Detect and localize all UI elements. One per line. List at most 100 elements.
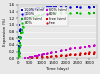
80% [22, 26, 23, 27]
100% [22, 18, 23, 19]
100% (sim) [20, 20, 22, 21]
free [84, 52, 85, 53]
free (sim) [79, 54, 80, 55]
60% (sim) [60, 50, 61, 51]
60% (sim) [84, 46, 85, 47]
100% (sim) [94, 6, 95, 7]
free [46, 56, 47, 57]
100% (sim) [36, 8, 38, 9]
100% (sim) [77, 6, 78, 7]
100% [18, 53, 19, 54]
80% [18, 56, 19, 57]
80% (sim) [20, 37, 21, 38]
free [51, 56, 52, 57]
100% [19, 36, 20, 37]
60% [36, 55, 38, 56]
80% [21, 31, 22, 32]
80% (sim) [19, 47, 20, 48]
80% [32, 17, 33, 18]
100% [27, 12, 28, 13]
80% [79, 12, 80, 13]
100% [46, 7, 47, 8]
100% (sim) [41, 7, 42, 8]
60% [32, 56, 33, 57]
100% (sim) [21, 18, 22, 19]
60% (sim) [74, 48, 76, 49]
80% [19, 44, 20, 45]
100% (sim) [20, 24, 21, 25]
Line: 100%: 100% [17, 5, 91, 54]
80% [25, 22, 26, 23]
60% [51, 51, 52, 52]
60% (sim) [65, 49, 66, 50]
free (sim) [51, 56, 52, 57]
80% (sim) [18, 52, 19, 53]
100% (sim) [18, 57, 19, 58]
100% [41, 8, 42, 9]
100% (sim) [18, 50, 19, 51]
Line: 100% (sim): 100% (sim) [17, 5, 95, 58]
free [56, 55, 57, 56]
60% (sim) [70, 48, 71, 49]
60% [41, 54, 42, 55]
free (sim) [36, 57, 38, 58]
100% (sim) [18, 55, 19, 56]
100% (sim) [46, 7, 47, 8]
60% (sim) [44, 54, 45, 55]
80% (sim) [20, 32, 22, 33]
60% (sim) [27, 57, 28, 58]
free (sim) [84, 54, 85, 55]
80% (sim) [34, 16, 35, 17]
60% [60, 49, 61, 50]
60% (sim) [56, 51, 57, 52]
80% [18, 52, 20, 53]
80% (sim) [18, 57, 19, 58]
80% [51, 13, 52, 14]
100% (sim) [65, 6, 66, 7]
free (sim) [65, 55, 66, 56]
60% (sim) [32, 56, 33, 57]
free [70, 54, 71, 55]
100% (sim) [19, 36, 20, 37]
100% [51, 7, 52, 8]
free [94, 51, 95, 52]
100% (sim) [18, 53, 19, 54]
80% (sim) [41, 14, 42, 15]
Line: 80% (sim): 80% (sim) [17, 11, 95, 59]
100% (sim) [44, 7, 45, 8]
80% [41, 14, 42, 15]
100% (sim) [89, 6, 90, 7]
60% [79, 46, 80, 47]
80% (sim) [18, 50, 20, 51]
100% [89, 6, 90, 7]
free [65, 54, 66, 55]
60% (sim) [94, 45, 95, 46]
60% [94, 44, 95, 45]
100% [18, 46, 20, 47]
80% (sim) [18, 56, 19, 57]
100% [20, 28, 21, 29]
100% (sim) [48, 7, 50, 8]
100% [79, 6, 80, 7]
100% [21, 23, 22, 24]
100% (sim) [19, 30, 20, 31]
100% (sim) [18, 40, 20, 41]
Line: free: free [41, 50, 95, 58]
80% (sim) [56, 13, 57, 14]
free (sim) [70, 55, 71, 56]
free (sim) [56, 56, 57, 57]
free (sim) [89, 53, 90, 54]
free (sim) [46, 56, 47, 57]
60% [70, 47, 71, 48]
free (sim) [32, 57, 33, 58]
60% (sim) [34, 56, 35, 57]
100% (sim) [34, 8, 35, 9]
free [89, 51, 90, 52]
80% (sim) [18, 55, 19, 56]
60% (sim) [89, 46, 90, 47]
100% (sim) [32, 9, 33, 10]
free (sim) [94, 53, 95, 54]
80% (sim) [36, 15, 38, 16]
Line: 80%: 80% [17, 11, 91, 57]
free [41, 57, 42, 58]
